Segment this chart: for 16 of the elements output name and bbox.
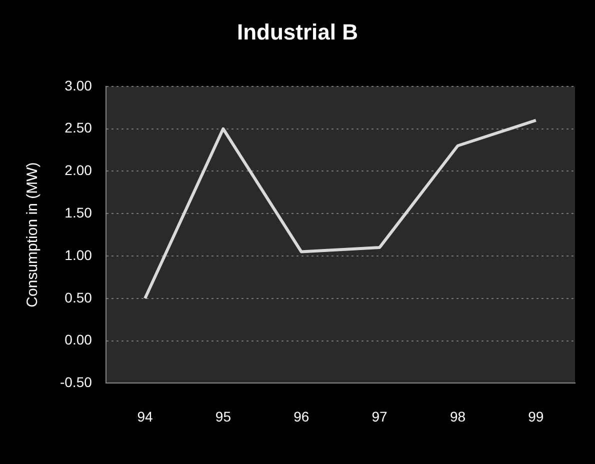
y-tick-label: 1.00 xyxy=(64,246,92,263)
x-tick-label: 96 xyxy=(294,408,310,424)
y-tick-label: -0.50 xyxy=(60,374,92,390)
x-tick-label: 99 xyxy=(528,408,544,424)
y-tick-label: 0.00 xyxy=(64,332,92,348)
y-tick-label: 2.00 xyxy=(64,162,92,178)
y-axis-title: Consumption in (MW) xyxy=(24,162,42,308)
x-tick-label: 98 xyxy=(450,408,466,424)
y-tick-label: 2.50 xyxy=(64,120,92,136)
y-tick-label: 0.50 xyxy=(64,289,92,306)
x-tick-label: 95 xyxy=(215,408,232,424)
x-tick-label: 94 xyxy=(137,408,153,424)
chart-title: Industrial B xyxy=(236,19,358,44)
x-tick-label: 97 xyxy=(372,408,388,424)
y-tick-label: 3.00 xyxy=(64,77,92,94)
y-tick-label: 1.50 xyxy=(64,204,92,220)
